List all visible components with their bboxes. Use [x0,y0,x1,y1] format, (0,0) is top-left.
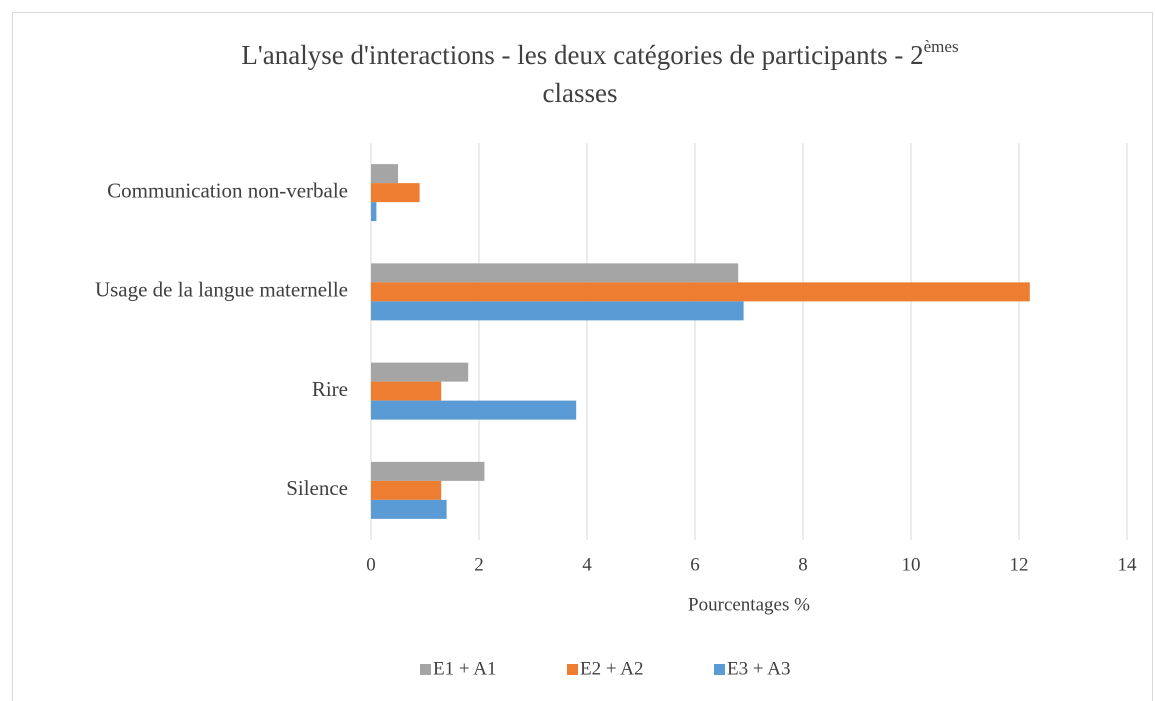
y-tick-label: Silence [286,476,348,500]
y-tick-label: Rire [312,377,348,401]
legend-label: E3 + A3 [727,658,791,679]
x-tick-label: 6 [690,554,700,575]
bar [371,381,442,401]
chart-frame [12,12,1153,701]
x-tick-label: 8 [798,554,808,575]
x-tick-label: 4 [582,554,592,575]
bar [371,480,442,500]
y-tick-label: Communication non-verbale [107,178,348,202]
x-tick-label: 2 [474,554,484,575]
bar [371,164,398,184]
bar [371,282,1030,302]
x-tick-label: 0 [366,554,376,575]
bar [371,362,469,382]
bar [371,263,739,283]
legend-swatch [714,664,725,675]
chart-title: L'analyse d'interactions - les deux caté… [241,37,958,70]
legend-label: E1 + A1 [433,658,497,679]
bar [371,183,420,203]
bar [371,400,577,420]
bar [371,202,377,222]
x-tick-label: 14 [1118,554,1138,575]
x-tick-label: 10 [902,554,921,575]
x-tick-label: 12 [1010,554,1029,575]
bar [371,301,744,321]
bar [371,461,485,481]
x-axis-label: Pourcentages % [688,594,810,615]
legend-swatch [420,664,431,675]
legend-swatch [567,664,578,675]
chart-title: classes [543,78,618,108]
y-tick-label: Usage de la langue maternelle [95,278,348,302]
bar [371,499,447,519]
legend-label: E2 + A2 [580,658,644,679]
